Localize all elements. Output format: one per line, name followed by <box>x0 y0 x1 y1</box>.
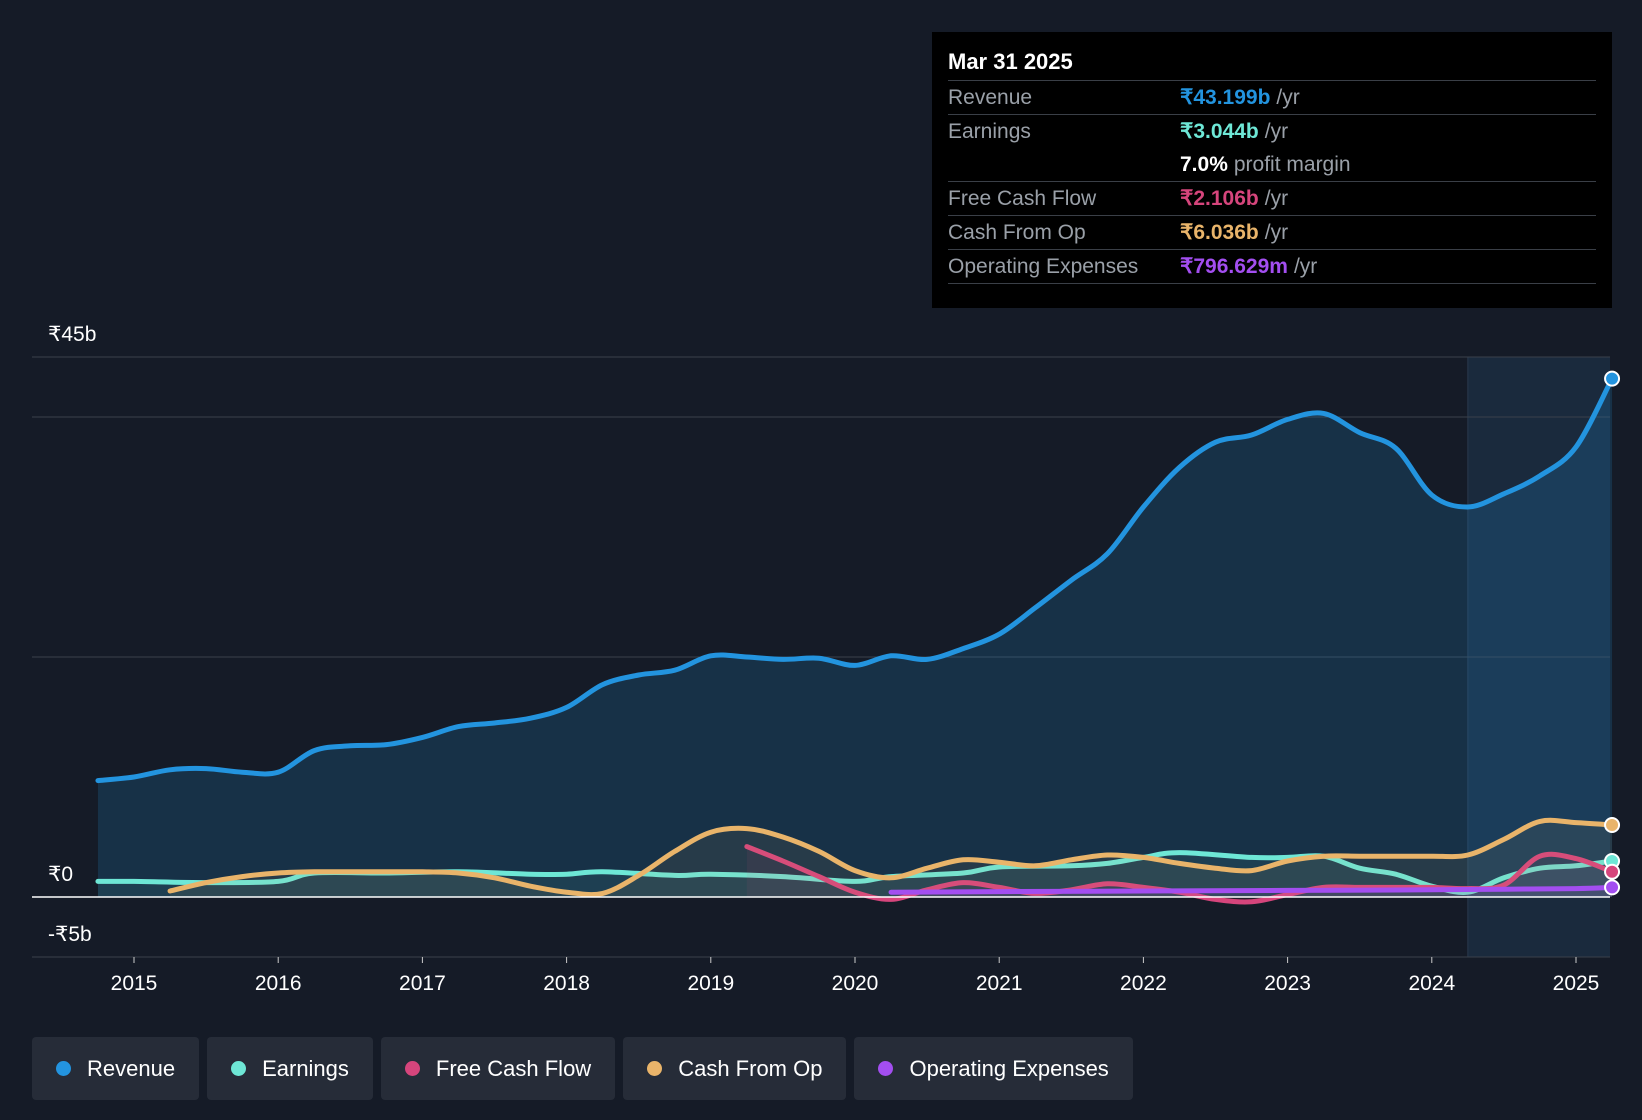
x-tick-label: 2015 <box>111 972 158 995</box>
end-point-markers <box>1604 370 1621 896</box>
tooltip-date: Mar 31 2025 <box>948 44 1596 81</box>
x-tick-label: 2019 <box>687 972 734 995</box>
legend-label: Operating Expenses <box>909 1055 1109 1081</box>
x-tick-label: 2016 <box>255 972 302 995</box>
x-tick-label: 2023 <box>1264 972 1311 995</box>
earnings-area <box>97 852 1613 897</box>
x-tick-label: 2024 <box>1408 972 1455 995</box>
tooltip-row: Free Cash Flow ₹2.106b/yr <box>948 182 1596 216</box>
tooltip-row-unit: /yr <box>1264 120 1289 143</box>
tooltip-row-value: 7.0% <box>1180 153 1228 176</box>
x-tick-label: 2021 <box>976 972 1023 995</box>
tooltip-row-value: ₹43.199b <box>1180 86 1271 109</box>
legend-label: Earnings <box>262 1055 349 1081</box>
tooltip-row-label: Earnings <box>948 120 1031 143</box>
revenue-end-point <box>1604 370 1621 387</box>
tooltip-row-unit: profit margin <box>1233 153 1351 176</box>
tooltip-row: 7.0% profit margin <box>948 148 1596 182</box>
chart: ₹45b₹0-₹5b 2015 2016 2017 2018 2019 2020 2021 2… <box>32 323 1621 995</box>
cash-from-op-line <box>167 817 1615 898</box>
x-tick-label: 2017 <box>399 972 446 995</box>
legend-item-earnings[interactable]: Earnings <box>207 1037 373 1100</box>
tooltip-row-value: ₹3.044b <box>1180 120 1259 143</box>
tooltip-row-unit: /yr <box>1293 255 1318 278</box>
tooltip-row: Earnings ₹3.044b/yr <box>948 115 1596 148</box>
tooltip-row-value: ₹6.036b <box>1180 221 1259 244</box>
legend-item-cash-from-op[interactable]: Cash From Op <box>623 1037 847 1100</box>
x-tick-label: 2025 <box>1553 972 1600 995</box>
free-cash-flow-end-point <box>1604 863 1621 880</box>
legend-dot-icon <box>231 1061 247 1076</box>
legend-label: Cash From Op <box>678 1055 823 1081</box>
revenue-area <box>97 378 1613 898</box>
tooltip-row-value: ₹2.106b <box>1180 187 1259 210</box>
y-tick-label: ₹45b <box>48 323 96 346</box>
legend: Revenue Earnings Free Cash Flow Cash From O… <box>32 1037 1133 1100</box>
tooltip-row-unit: /yr <box>1264 221 1289 244</box>
tooltip-row-value: ₹796.629m <box>1180 255 1288 278</box>
legend-dot-icon <box>404 1061 420 1076</box>
tooltip-row-label: Cash From Op <box>948 221 1086 244</box>
legend-label: Free Cash Flow <box>435 1055 592 1081</box>
legend-dot-icon <box>647 1061 663 1076</box>
legend-label: Revenue <box>87 1055 176 1081</box>
y-tick-label: ₹0 <box>48 863 73 886</box>
legend-dot-icon <box>56 1061 71 1076</box>
legend-item-free-cash-flow[interactable]: Free Cash Flow <box>380 1037 616 1100</box>
tooltip-row-label <box>948 148 1180 181</box>
tooltip-row-unit: /yr <box>1276 86 1300 109</box>
tooltip-row: Revenue ₹43.199b/yr <box>948 81 1596 115</box>
cash-from-op-area <box>170 820 1613 897</box>
revenue-line <box>95 376 1615 784</box>
tooltip-panel: Mar 31 2025 Revenue ₹43.199b/yr Earnings ₹3… <box>932 32 1612 308</box>
tooltip-row: Operating Expenses ₹796.629m/yr <box>948 250 1596 284</box>
cash-from-op-end-point <box>1604 817 1621 833</box>
legend-item-operating-expenses[interactable]: Operating Expenses <box>854 1037 1133 1100</box>
y-axis-ticks: ₹45b ₹0 -₹5b <box>48 323 96 946</box>
x-tick-label: 2020 <box>832 972 879 995</box>
operating-expenses-line <box>888 884 1615 895</box>
tooltip-row-label: Revenue <box>948 86 1033 109</box>
y-tick-label: -₹5b <box>48 923 92 946</box>
tooltip-row: Cash From Op ₹6.036b/yr <box>948 216 1596 250</box>
operating-expenses-end-point <box>1604 879 1621 896</box>
tooltip-row-label: Free Cash Flow <box>948 187 1097 210</box>
x-axis-ticks: 2015 2016 2017 2018 2019 2020 2021 2022 2023 2024… <box>111 957 1600 995</box>
tooltip-rows: Revenue ₹43.199b/yr Earnings ₹3.044b/yr 7.0%… <box>948 81 1596 284</box>
legend-item-revenue[interactable]: Revenue <box>32 1037 200 1100</box>
tooltip-row-unit: /yr <box>1264 187 1289 210</box>
x-tick-label: 2022 <box>1120 972 1167 995</box>
series-layer <box>32 376 1615 905</box>
legend-dot-icon <box>878 1061 894 1076</box>
x-tick-label: 2018 <box>543 972 590 995</box>
tooltip-row-label: Operating Expenses <box>948 255 1139 278</box>
